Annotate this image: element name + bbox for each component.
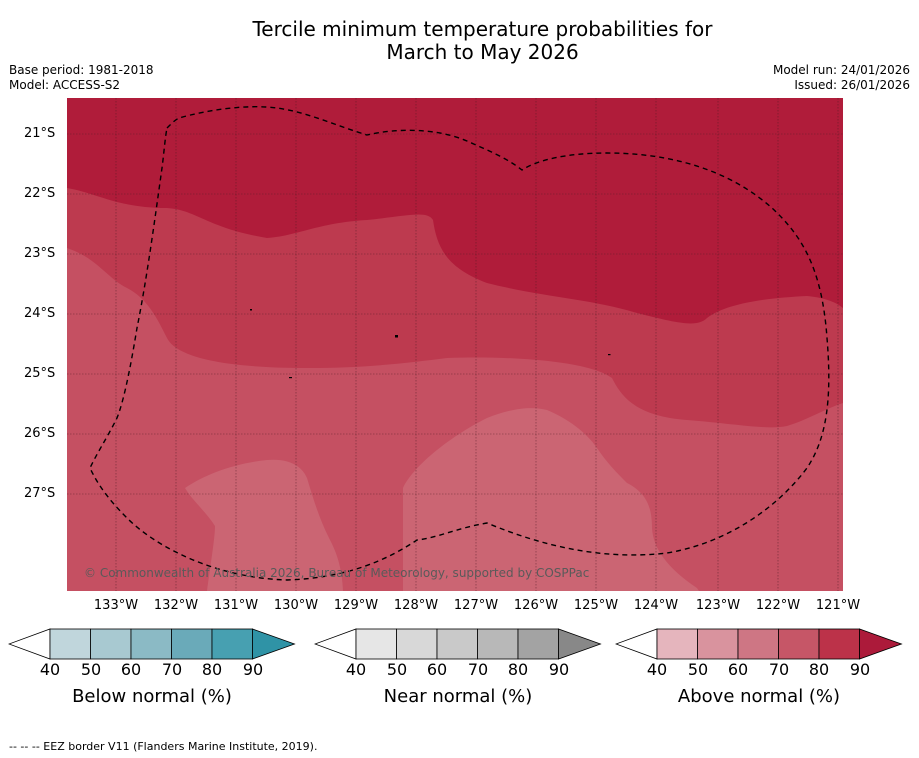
colorbar-near-cell bbox=[517, 628, 559, 660]
colorbar-above-cell bbox=[818, 628, 860, 660]
colorbar-near-cell bbox=[396, 628, 438, 660]
colorbar-below-cell bbox=[49, 628, 91, 660]
map-zone-above-60-east bbox=[403, 408, 699, 591]
copyright-notice: © Commonwealth of Australia 2026, Bureau… bbox=[84, 566, 590, 580]
lon-label-121w: 121°W bbox=[815, 598, 861, 613]
map-title: Tercile minimum temperature probabilitie… bbox=[0, 18, 919, 64]
colorbar-below-low-extend bbox=[8, 628, 51, 660]
lat-label-23s: 23°S bbox=[24, 246, 56, 261]
tick-label: 40 bbox=[39, 660, 61, 679]
lon-label-126w: 126°W bbox=[513, 598, 559, 613]
probability-map bbox=[67, 98, 843, 591]
lon-label-122w: 122°W bbox=[755, 598, 801, 613]
lat-label-27s: 27°S bbox=[24, 486, 56, 501]
colorbar-near-cell bbox=[355, 628, 397, 660]
tick-label: 80 bbox=[507, 660, 529, 679]
colorbar-below-cell bbox=[171, 628, 213, 660]
colorbar-near-high-extend bbox=[558, 628, 602, 660]
colorbar-below-cells bbox=[8, 628, 296, 660]
colorbar-near-cell bbox=[477, 628, 519, 660]
lon-label-125w: 125°W bbox=[573, 598, 619, 613]
colorbar-above-cells bbox=[615, 628, 903, 660]
colorbar-below-label: Below normal (%) bbox=[72, 686, 232, 707]
meta-left: Base period: 1981-2018 Model: ACCESS-S2 bbox=[9, 63, 154, 93]
colorbar-above bbox=[615, 628, 903, 660]
lon-label-124w: 124°W bbox=[633, 598, 679, 613]
colorbar-above-cell bbox=[656, 628, 698, 660]
lon-label-130w: 130°W bbox=[273, 598, 319, 613]
tick-label: 80 bbox=[201, 660, 223, 679]
lon-label-133w: 133°W bbox=[93, 598, 139, 613]
colorbar-below-cell bbox=[211, 628, 253, 660]
lon-label-128w: 128°W bbox=[393, 598, 439, 613]
lon-label-132w: 132°W bbox=[153, 598, 199, 613]
tick-label: 50 bbox=[386, 660, 408, 679]
lon-label-127w: 127°W bbox=[453, 598, 499, 613]
tick-label: 90 bbox=[548, 660, 570, 679]
tick-label: 50 bbox=[80, 660, 102, 679]
tick-label: 40 bbox=[345, 660, 367, 679]
colorbar-below-cell bbox=[90, 628, 132, 660]
colorbar-above-high-extend bbox=[859, 628, 903, 660]
tick-label: 70 bbox=[467, 660, 489, 679]
island-marker bbox=[395, 335, 398, 338]
map-title-line2: March to May 2026 bbox=[386, 40, 579, 64]
map-islands bbox=[250, 309, 611, 379]
meta-right: Model run: 24/01/2026 Issued: 26/01/2026 bbox=[773, 63, 910, 93]
tick-label: 60 bbox=[426, 660, 448, 679]
colorbar-near bbox=[314, 628, 602, 660]
model-name: Model: ACCESS-S2 bbox=[9, 78, 121, 92]
colorbar-below-cell bbox=[130, 628, 172, 660]
map-grid bbox=[67, 98, 843, 591]
colorbar-above-label: Above normal (%) bbox=[677, 686, 841, 707]
lon-label-131w: 131°W bbox=[213, 598, 259, 613]
lat-label-26s: 26°S bbox=[24, 426, 56, 441]
island-marker bbox=[289, 377, 292, 379]
colorbar-above-low-extend bbox=[615, 628, 658, 660]
tick-label: 60 bbox=[727, 660, 749, 679]
colorbar-above-cell bbox=[697, 628, 739, 660]
island-marker bbox=[608, 354, 611, 356]
lon-label-123w: 123°W bbox=[695, 598, 741, 613]
map-zone-above-60-west bbox=[185, 459, 343, 591]
island-marker bbox=[250, 309, 252, 311]
base-period: Base period: 1981-2018 bbox=[9, 63, 154, 77]
tick-label: 70 bbox=[161, 660, 183, 679]
tick-label: 50 bbox=[687, 660, 709, 679]
lat-label-25s: 25°S bbox=[24, 366, 56, 381]
lat-label-22s: 22°S bbox=[24, 186, 56, 201]
lon-label-129w: 129°W bbox=[333, 598, 379, 613]
colorbar-above-cell bbox=[778, 628, 820, 660]
colorbar-above-cell bbox=[737, 628, 779, 660]
map-title-line1: Tercile minimum temperature probabilitie… bbox=[252, 17, 713, 41]
colorbar-near-low-extend bbox=[314, 628, 357, 660]
colorbar-near-cell bbox=[436, 628, 478, 660]
tick-label: 90 bbox=[849, 660, 871, 679]
tick-label: 80 bbox=[808, 660, 830, 679]
lat-label-21s: 21°S bbox=[24, 126, 56, 141]
colorbar-near-label: Near normal (%) bbox=[383, 686, 533, 707]
eez-footnote: -- -- -- EEZ border V11 (Flanders Marine… bbox=[9, 740, 318, 753]
tick-label: 40 bbox=[646, 660, 668, 679]
colorbar-near-cells bbox=[314, 628, 602, 660]
model-run: Model run: 24/01/2026 bbox=[772, 63, 910, 77]
tick-label: 90 bbox=[242, 660, 264, 679]
issued-date: Issued: 26/01/2026 bbox=[794, 78, 910, 92]
lat-label-24s: 24°S bbox=[24, 306, 56, 321]
colorbar-below bbox=[8, 628, 296, 660]
tick-label: 70 bbox=[768, 660, 790, 679]
tick-label: 60 bbox=[120, 660, 142, 679]
colorbar-below-high-extend bbox=[252, 628, 296, 660]
